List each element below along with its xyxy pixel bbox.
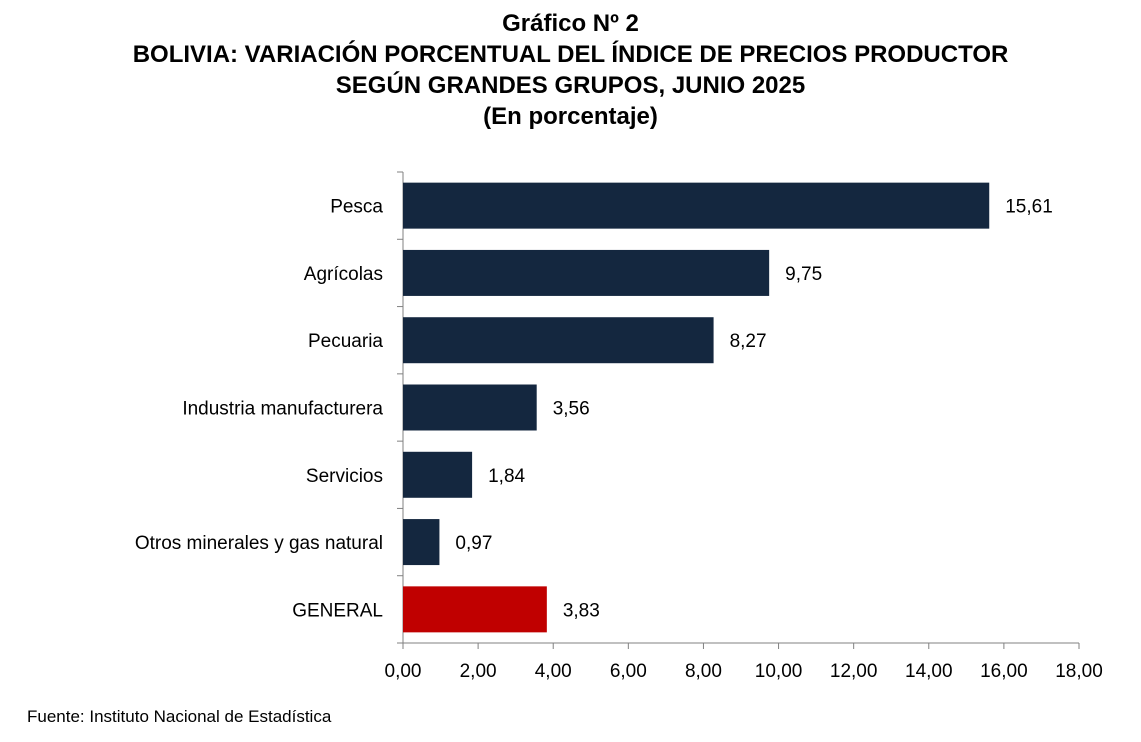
x-tick-label: 10,00 bbox=[755, 661, 803, 682]
x-tick-label: 2,00 bbox=[460, 661, 497, 682]
category-label: Industria manufacturera bbox=[182, 399, 383, 420]
bar bbox=[403, 519, 440, 566]
x-tick-label: 14,00 bbox=[905, 661, 953, 682]
bar bbox=[403, 249, 770, 296]
data-label: 0,97 bbox=[455, 533, 492, 554]
bar bbox=[403, 586, 547, 633]
category-label: GENERAL bbox=[292, 600, 383, 621]
chart-title-line-1: BOLIVIA: VARIACIÓN PORCENTUAL DEL ÍNDICE… bbox=[132, 41, 1009, 68]
x-tick-label: 0,00 bbox=[385, 661, 422, 682]
bar bbox=[403, 317, 714, 364]
data-label: 15,61 bbox=[1005, 197, 1053, 218]
source-note: Fuente: Instituto Nacional de Estadístic… bbox=[27, 707, 332, 726]
x-tick-label: 16,00 bbox=[980, 661, 1028, 682]
category-label: Servicios bbox=[306, 466, 383, 487]
x-tick-label: 18,00 bbox=[1055, 661, 1103, 682]
data-label: 9,75 bbox=[785, 264, 822, 285]
chart-subtitle: (En porcentaje) bbox=[483, 103, 658, 130]
bar bbox=[403, 451, 473, 498]
x-tick-label: 12,00 bbox=[830, 661, 878, 682]
category-label: Pecuaria bbox=[308, 331, 383, 352]
category-label: Pesca bbox=[330, 197, 383, 218]
data-label: 8,27 bbox=[730, 331, 767, 352]
data-label: 1,84 bbox=[488, 466, 525, 487]
x-tick-label: 8,00 bbox=[685, 661, 722, 682]
x-tick-label: 6,00 bbox=[610, 661, 647, 682]
chart-titles: Gráfico Nº 2 BOLIVIA: VARIACIÓN PORCENTU… bbox=[0, 8, 1141, 132]
bar bbox=[403, 384, 537, 431]
category-label: Otros minerales y gas natural bbox=[135, 533, 383, 554]
x-tick-label: 4,00 bbox=[535, 661, 572, 682]
data-label: 3,83 bbox=[563, 600, 600, 621]
bar bbox=[403, 182, 990, 229]
data-label: 3,56 bbox=[553, 399, 590, 420]
chart-title-line-2: SEGÚN GRANDES GRUPOS, JUNIO 2025 bbox=[335, 72, 806, 99]
category-label: Agrícolas bbox=[304, 264, 383, 285]
chart-number: Gráfico Nº 2 bbox=[502, 10, 639, 37]
